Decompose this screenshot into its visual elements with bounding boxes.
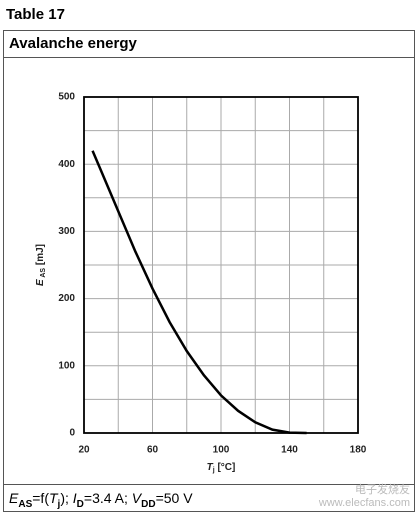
x-axis-label: Tj [°C] bbox=[207, 462, 236, 474]
chart: 20 60 100 140 180 0 100 200 300 400 500 Tj [°C] E AS… bbox=[35, 92, 367, 474]
unit: [°C] bbox=[215, 462, 236, 473]
text: =50 V bbox=[155, 490, 193, 506]
symbol: T bbox=[48, 490, 58, 506]
y-tick-label: 500 bbox=[58, 92, 75, 103]
table-header: Avalanche energy bbox=[3, 30, 415, 58]
y-tick-label: 400 bbox=[58, 159, 75, 170]
table-label: Table 17 bbox=[6, 6, 65, 23]
watermark: 电子发烧友 www.elecfans.com bbox=[319, 484, 410, 510]
subscript: j bbox=[57, 498, 61, 510]
plot-frame bbox=[83, 96, 359, 434]
symbol: V bbox=[131, 490, 142, 506]
table-frame bbox=[3, 30, 415, 512]
symbol: E bbox=[35, 279, 46, 286]
text: ); bbox=[60, 490, 73, 506]
y-tick-label: 200 bbox=[58, 293, 75, 304]
condition-footer: EAS=f(Tj); ID=3.4 A; VDD=50 V bbox=[3, 484, 415, 512]
watermark-url: www.elecfans.com bbox=[318, 497, 410, 509]
x-tick-label: 100 bbox=[213, 445, 230, 456]
y-axis-label: E AS [mJ] bbox=[35, 244, 47, 286]
subscript: DD bbox=[141, 498, 156, 510]
y-tick-label: 0 bbox=[69, 428, 75, 439]
symbol: E bbox=[9, 490, 19, 506]
x-tick-label: 60 bbox=[147, 445, 159, 456]
subscript: AS bbox=[40, 268, 47, 280]
subscript: AS bbox=[18, 498, 33, 510]
x-tick-label: 140 bbox=[281, 445, 298, 456]
subscript: j bbox=[212, 467, 215, 474]
symbol: I bbox=[72, 490, 77, 506]
x-tick-label: 20 bbox=[78, 445, 90, 456]
text: =f( bbox=[32, 490, 49, 506]
y-tick-label: 100 bbox=[58, 360, 75, 371]
curve bbox=[91, 150, 307, 435]
watermark-text: 电子发烧友 bbox=[355, 484, 410, 496]
x-tick-label: 180 bbox=[350, 445, 367, 456]
subscript: D bbox=[76, 498, 84, 510]
unit: [mJ] bbox=[35, 244, 46, 268]
symbol: T bbox=[207, 462, 214, 473]
y-tick-label: 300 bbox=[58, 226, 75, 237]
text: =3.4 A; bbox=[83, 490, 132, 506]
